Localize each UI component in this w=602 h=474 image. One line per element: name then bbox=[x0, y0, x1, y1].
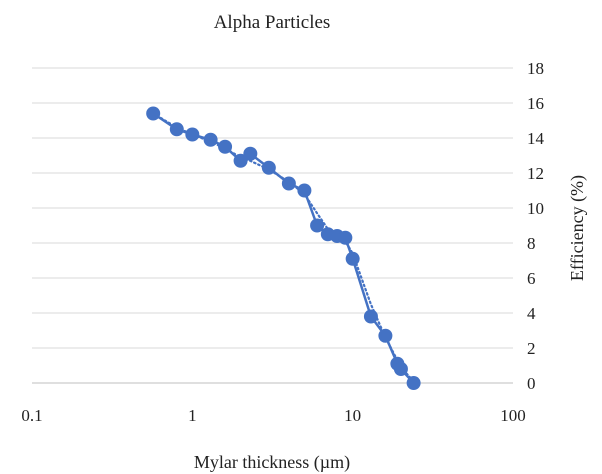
y-tick-label: 12 bbox=[527, 164, 544, 183]
data-point bbox=[243, 146, 258, 161]
x-tick-label: 100 bbox=[500, 406, 526, 425]
y-tick-label: 16 bbox=[527, 94, 544, 113]
y-tick-label: 6 bbox=[527, 269, 536, 288]
y-axis-title: Efficiency (%) bbox=[567, 175, 588, 281]
y-tick-label: 8 bbox=[527, 234, 536, 253]
data-point bbox=[146, 106, 161, 121]
data-point bbox=[363, 309, 378, 324]
data-point bbox=[310, 218, 325, 233]
y-tick-label: 18 bbox=[527, 59, 544, 78]
data-point bbox=[185, 127, 200, 142]
x-tick-label: 10 bbox=[344, 406, 361, 425]
data-point bbox=[297, 183, 312, 198]
data-point bbox=[261, 160, 276, 175]
data-point bbox=[406, 376, 421, 390]
data-point bbox=[169, 122, 184, 137]
data-point bbox=[281, 176, 296, 191]
gridlines bbox=[32, 67, 513, 384]
series-group bbox=[146, 106, 421, 390]
data-point bbox=[338, 230, 353, 245]
data-point bbox=[345, 251, 360, 266]
data-point bbox=[218, 139, 233, 154]
y-tick-label: 4 bbox=[527, 304, 536, 323]
data-point bbox=[233, 153, 248, 168]
y-tick-labels: 0 2 4 6 8 10 12 14 16 18 bbox=[527, 59, 545, 393]
y-tick-label: 14 bbox=[527, 129, 545, 148]
y-tick-label: 0 bbox=[527, 374, 536, 393]
y-tick-label: 2 bbox=[527, 339, 536, 358]
data-point bbox=[393, 362, 408, 376]
plot-area bbox=[32, 68, 513, 383]
data-point bbox=[203, 132, 218, 147]
x-tick-labels: 0.1 1 10 100 bbox=[21, 406, 525, 425]
x-tick-label: 0.1 bbox=[21, 406, 42, 425]
x-tick-label: 1 bbox=[188, 406, 197, 425]
x-axis-title: Mylar thickness (µm) bbox=[194, 452, 350, 473]
chart-title: Alpha Particles bbox=[214, 12, 331, 33]
data-point bbox=[378, 328, 393, 343]
y-tick-label: 10 bbox=[527, 199, 544, 218]
